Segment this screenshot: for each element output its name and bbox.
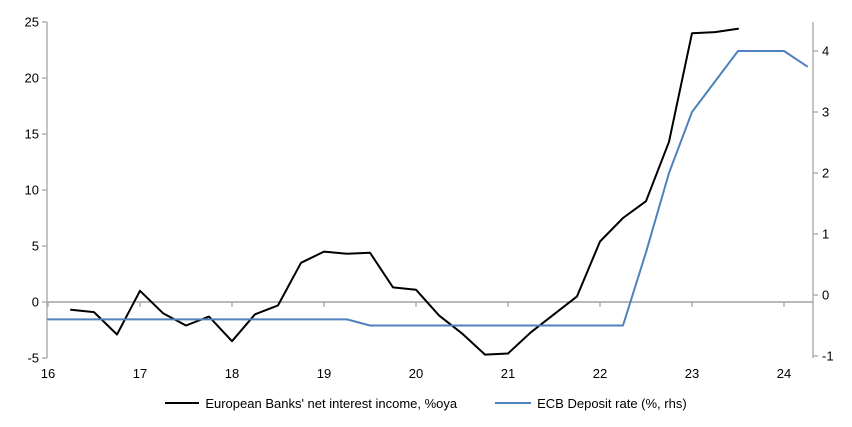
left-axis-tick-label: 0 <box>32 295 39 310</box>
left-axis-tick-label: 5 <box>32 239 39 254</box>
legend-label-ecb-deposit-rate: ECB Deposit rate (%, rhs) <box>537 395 687 411</box>
right-axis-tick-label: 0 <box>822 288 829 303</box>
left-axis-tick-label: 25 <box>25 15 39 30</box>
series-line-0 <box>70 27 739 356</box>
legend-item-net-interest-income: European Banks' net interest income, %oy… <box>165 396 457 411</box>
legend-label-net-interest-income: European Banks' net interest income, %oy… <box>205 395 458 411</box>
blue-line-swatch <box>495 402 532 404</box>
x-axis-tick-label: 22 <box>593 366 607 381</box>
x-axis-tick-label: 16 <box>41 366 55 381</box>
left-axis-tick-label: 10 <box>25 183 39 198</box>
black-line-swatch <box>165 402 200 404</box>
x-axis-tick-label: 17 <box>133 366 147 381</box>
right-axis-tick-label: 2 <box>822 166 829 181</box>
legend-item-ecb-deposit-rate: ECB Deposit rate (%, rhs) <box>495 396 687 411</box>
left-axis-tick-label: 15 <box>25 127 39 142</box>
x-axis-tick-label: 19 <box>317 366 331 381</box>
x-axis-tick-label: 23 <box>685 366 699 381</box>
right-axis-tick-label: 4 <box>822 44 829 59</box>
chart-legend: European Banks' net interest income, %oy… <box>0 393 852 413</box>
series-line-1 <box>47 50 808 327</box>
x-axis-tick-label: 21 <box>501 366 515 381</box>
right-axis-tick-label: 3 <box>822 105 829 120</box>
x-axis-tick-label: 24 <box>777 366 791 381</box>
x-axis-tick-label: 18 <box>225 366 239 381</box>
x-axis-tick-label: 20 <box>409 366 423 381</box>
left-axis-tick-label: -5 <box>27 351 39 366</box>
right-axis-tick-label: 1 <box>822 227 829 242</box>
right-axis-tick-label: -1 <box>822 349 834 364</box>
left-axis-tick-label: 20 <box>25 71 39 86</box>
